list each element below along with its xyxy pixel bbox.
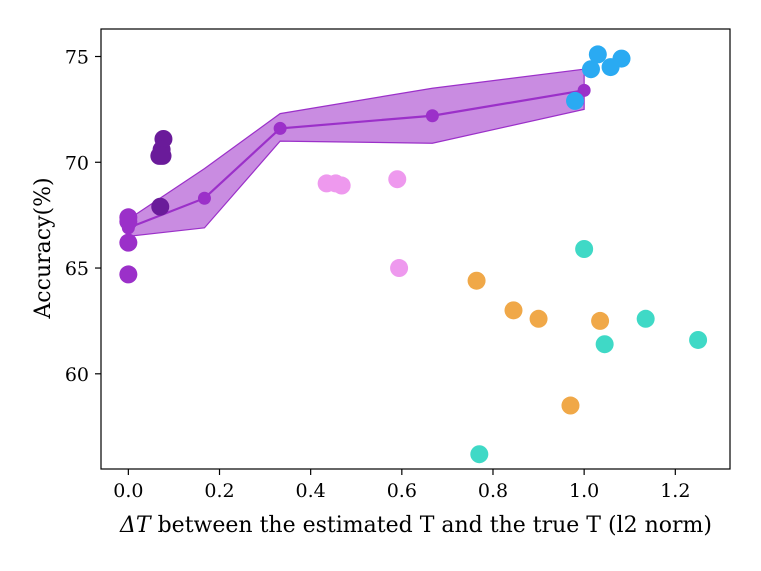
teal-point bbox=[636, 309, 655, 328]
y-axis-label: Accuracy(%) bbox=[31, 177, 56, 319]
teal-point bbox=[689, 330, 708, 349]
y-tick-label: 70 bbox=[65, 152, 89, 174]
pink-point bbox=[332, 176, 351, 195]
purple-point bbox=[119, 265, 138, 284]
orange-point bbox=[504, 301, 523, 320]
dark-purple-point bbox=[153, 146, 172, 165]
orange-point bbox=[561, 396, 580, 415]
mean-point bbox=[577, 83, 591, 97]
x-axis-label-text: between the estimated T and the true T (… bbox=[151, 513, 712, 538]
plot-frame bbox=[100, 28, 731, 470]
blue-point bbox=[588, 45, 607, 64]
orange-point bbox=[467, 271, 486, 290]
pink-point bbox=[390, 259, 409, 278]
blue-point bbox=[581, 60, 600, 79]
x-tick-label: 1.2 bbox=[660, 480, 690, 502]
x-tick-label: 0.2 bbox=[204, 480, 234, 502]
blue-point bbox=[601, 58, 620, 77]
x-axis-label-symbol: ΔT bbox=[119, 513, 153, 538]
band-layer bbox=[121, 68, 591, 237]
range-band bbox=[127, 68, 585, 237]
teal-point bbox=[575, 240, 594, 258]
mean-point bbox=[425, 109, 439, 123]
x-tick-label: 0.0 bbox=[113, 480, 143, 502]
marks-layer bbox=[119, 45, 708, 464]
orange-point bbox=[591, 311, 610, 330]
teal-point bbox=[470, 445, 489, 464]
ticks-layer: 0.0 0.2 0.4 0.6 0.8 1.0 1.2 60 65 70 75 bbox=[65, 47, 691, 503]
x-tick-label: 0.8 bbox=[478, 480, 508, 502]
dark-purple-point bbox=[151, 197, 170, 216]
x-tick-label: 1.0 bbox=[569, 480, 599, 502]
x-tick-label: 0.4 bbox=[296, 480, 326, 502]
mean-point bbox=[273, 121, 287, 135]
pink-point bbox=[388, 170, 407, 189]
purple-point bbox=[119, 233, 138, 252]
x-axis-label: ΔT between the estimated T and the true … bbox=[119, 513, 712, 538]
mean-point bbox=[197, 191, 211, 205]
y-tick-label: 75 bbox=[65, 47, 89, 69]
y-tick-label: 65 bbox=[65, 258, 89, 280]
blue-point bbox=[566, 91, 585, 110]
x-tick-label: 0.6 bbox=[387, 480, 417, 502]
teal-point bbox=[595, 335, 614, 354]
purple-point bbox=[119, 212, 138, 231]
orange-point bbox=[529, 309, 548, 328]
y-tick-label: 60 bbox=[65, 364, 89, 386]
